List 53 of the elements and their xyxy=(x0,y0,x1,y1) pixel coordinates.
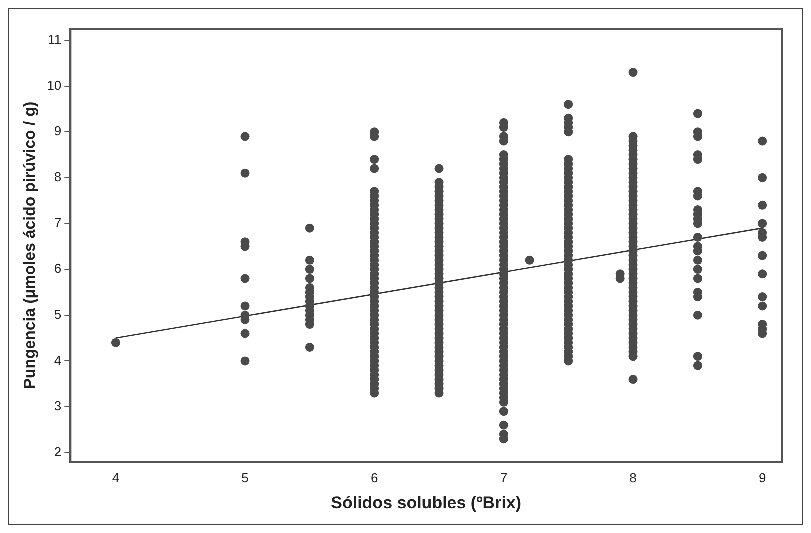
point xyxy=(758,136,768,146)
point xyxy=(628,68,638,78)
point xyxy=(693,310,702,320)
y-tick-label: 5 xyxy=(54,306,62,322)
point xyxy=(305,224,314,233)
point xyxy=(305,274,314,284)
point xyxy=(305,342,314,352)
point xyxy=(370,164,380,174)
point xyxy=(525,256,534,265)
y-tick-label: 8 xyxy=(54,169,62,184)
point xyxy=(240,274,250,284)
point xyxy=(305,265,314,274)
x-tick-label: 8 xyxy=(630,470,637,486)
x-tick-label: 9 xyxy=(758,470,766,486)
point xyxy=(628,375,638,384)
x-tick-label: 5 xyxy=(242,470,249,486)
point xyxy=(758,251,768,260)
point xyxy=(240,132,250,142)
y-tick-label: 10 xyxy=(47,78,62,93)
point xyxy=(370,155,380,164)
y-tick-label: 11 xyxy=(48,32,62,48)
point xyxy=(693,109,702,118)
point xyxy=(240,302,250,311)
y-tick-label: 4 xyxy=(54,352,62,368)
y-axis-title: Pungencia (µmoles ácido pirúvico / g) xyxy=(22,102,40,390)
point xyxy=(758,302,768,311)
point xyxy=(693,352,702,362)
y-tick-label: 9 xyxy=(54,124,62,139)
point xyxy=(240,356,250,366)
point xyxy=(693,256,702,265)
y-tick-label: 6 xyxy=(54,261,62,276)
point xyxy=(434,164,444,174)
point xyxy=(305,256,314,265)
point xyxy=(758,173,768,182)
point xyxy=(240,168,250,178)
point xyxy=(693,274,702,284)
y-tick-label: 2 xyxy=(54,444,62,460)
point xyxy=(693,232,702,242)
point xyxy=(693,361,702,370)
point xyxy=(693,265,702,274)
y-tick-label: 3 xyxy=(54,398,62,414)
y-tick-label: 7 xyxy=(54,215,62,230)
x-axis-title: Sólidos solubles (ºBrix) xyxy=(331,493,522,512)
point xyxy=(111,338,120,348)
point xyxy=(758,292,768,302)
point xyxy=(240,329,250,338)
x-tick-label: 7 xyxy=(500,470,508,486)
point xyxy=(758,270,768,279)
point xyxy=(758,200,768,210)
point xyxy=(564,100,574,110)
x-tick-label: 4 xyxy=(112,470,120,486)
point xyxy=(758,219,768,228)
x-tick-label: 6 xyxy=(370,470,378,486)
